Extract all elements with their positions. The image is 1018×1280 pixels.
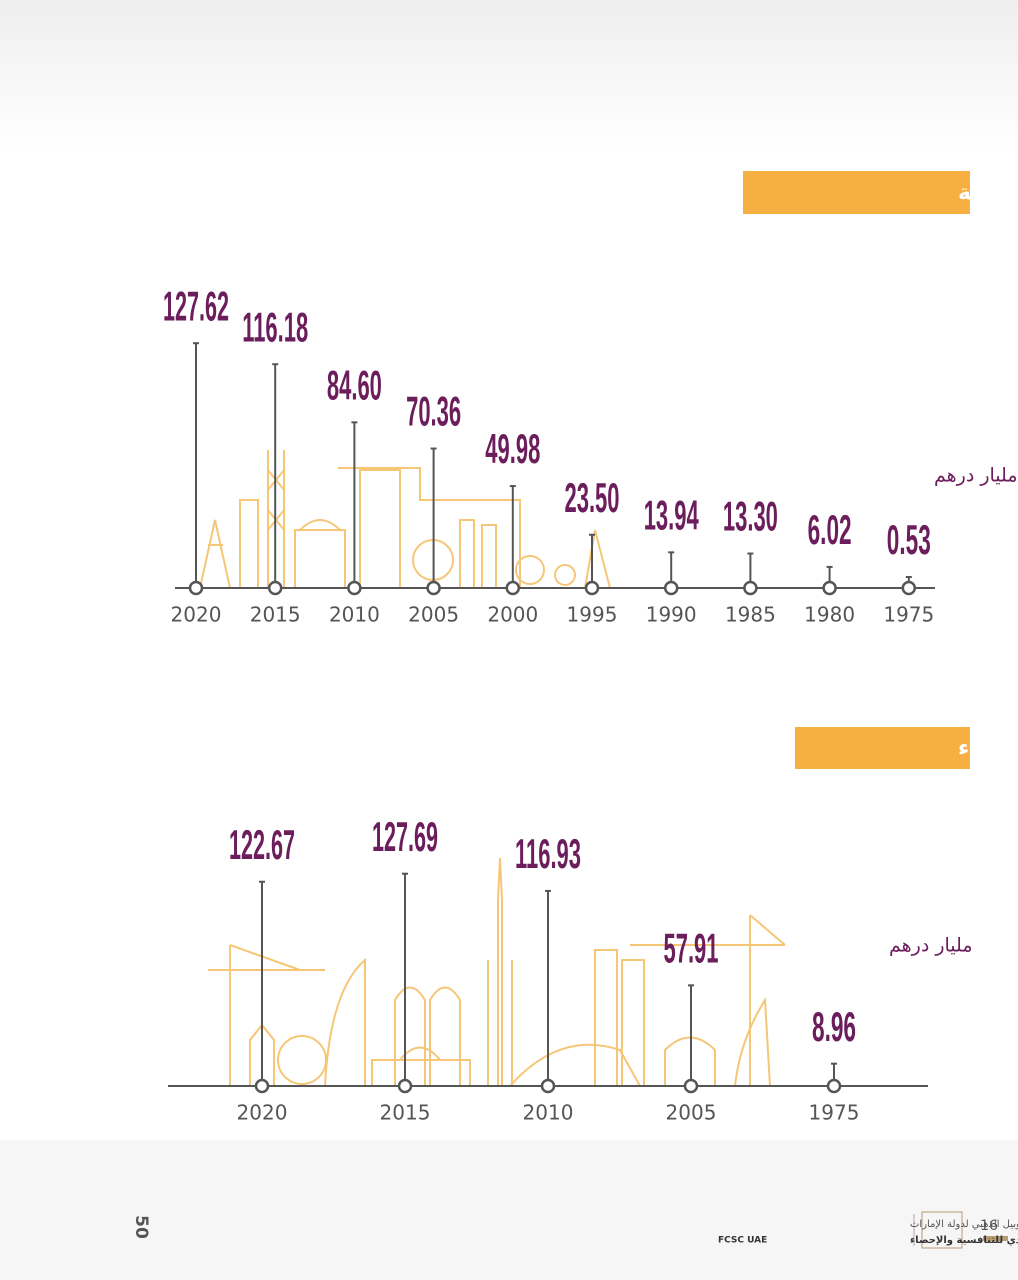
value-label: 13.30 xyxy=(723,493,778,540)
year-dot xyxy=(743,580,758,596)
year-label: 2000 xyxy=(487,603,538,627)
year-dot xyxy=(188,580,204,596)
year-dot xyxy=(584,580,600,596)
value-label: 23.50 xyxy=(565,474,620,521)
value-label: 116.18 xyxy=(242,303,308,350)
footer-texture xyxy=(0,1140,1018,1280)
year-dot xyxy=(663,580,679,596)
unit-label: مليار درهم xyxy=(889,935,973,957)
year-dot xyxy=(426,580,441,596)
year-label: 2010 xyxy=(523,1101,574,1125)
year-dot xyxy=(683,1078,699,1094)
page-bar xyxy=(983,1236,1008,1241)
year-dot xyxy=(505,580,521,596)
value-label: 127.62 xyxy=(163,282,229,329)
footer-center: المركز الاتحادي للتنافسية والإحصاء xyxy=(910,1235,1018,1246)
header-texture xyxy=(0,0,1018,150)
year-label: 2020 xyxy=(237,1101,288,1125)
year-label: 2005 xyxy=(408,603,459,627)
jubilee-mark: 50 xyxy=(131,1215,151,1239)
year-label: 2015 xyxy=(380,1101,431,1125)
year-dot xyxy=(397,1078,413,1094)
year-label: 2005 xyxy=(666,1101,717,1125)
value-label: 49.98 xyxy=(485,425,540,472)
year-dot xyxy=(540,1078,556,1094)
year-label: 1975 xyxy=(883,603,934,627)
year-label: 1995 xyxy=(567,603,618,627)
value-label: 116.93 xyxy=(515,830,581,877)
chart-title: الصناعات التحويلية xyxy=(958,181,1018,206)
year-dot xyxy=(826,1078,842,1094)
value-label: 84.60 xyxy=(327,361,382,408)
year-label: 2010 xyxy=(329,603,380,627)
year-dot xyxy=(254,1078,270,1094)
value-label: 0.53 xyxy=(887,516,931,563)
year-dot xyxy=(347,580,362,596)
page-number: 16 xyxy=(980,1218,998,1234)
chart-title: التشييد والبناء xyxy=(958,736,1018,761)
title-banner xyxy=(795,727,970,769)
title-banner xyxy=(743,171,970,214)
value-label: 127.69 xyxy=(372,813,438,860)
year-dot xyxy=(822,580,837,596)
city-illustration xyxy=(208,857,786,1087)
footer-edition: إصدار خاص - اليوبيل الذهبي لدولة الإمارا… xyxy=(910,1219,1018,1230)
value-label: 6.02 xyxy=(808,506,852,553)
value-label: 70.36 xyxy=(406,388,461,435)
year-label: 1980 xyxy=(804,603,855,627)
year-dot xyxy=(901,580,917,596)
value-label: 122.67 xyxy=(229,821,295,868)
year-label: 1975 xyxy=(809,1101,860,1125)
footer-abbr: FCSC UAE xyxy=(718,1236,767,1246)
unit-label: مليار درهم xyxy=(934,465,1018,487)
year-label: 1985 xyxy=(725,603,776,627)
year-label: 2020 xyxy=(171,603,222,627)
year-label: 1990 xyxy=(646,603,697,627)
year-label: 2015 xyxy=(250,603,301,627)
year-dot xyxy=(267,580,283,596)
value-label: 8.96 xyxy=(812,1003,856,1050)
value-label: 57.91 xyxy=(664,924,719,971)
value-label: 13.94 xyxy=(644,491,699,538)
industry-illustration xyxy=(199,450,612,589)
logo xyxy=(921,1211,963,1249)
